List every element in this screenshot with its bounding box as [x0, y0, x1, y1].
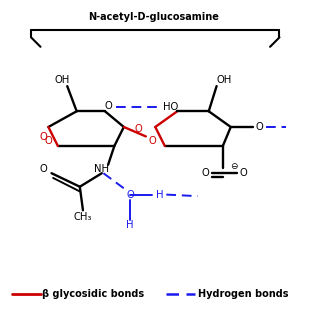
- Text: O: O: [126, 189, 134, 200]
- Text: O: O: [40, 132, 48, 142]
- Text: O: O: [255, 122, 263, 132]
- Text: O: O: [40, 164, 48, 174]
- Text: Hydrogen bonds: Hydrogen bonds: [198, 289, 288, 299]
- Text: OH: OH: [217, 75, 232, 85]
- Text: O: O: [202, 168, 210, 178]
- Text: O: O: [134, 124, 142, 134]
- Text: O: O: [148, 135, 156, 146]
- Text: H: H: [126, 220, 134, 230]
- Text: O: O: [44, 135, 52, 146]
- Text: HO: HO: [164, 102, 179, 112]
- Text: O: O: [239, 168, 247, 178]
- Text: β glycosidic bonds: β glycosidic bonds: [42, 289, 144, 299]
- Text: N-acetyl-D-glucosamine: N-acetyl-D-glucosamine: [88, 12, 219, 22]
- Text: ⊖: ⊖: [230, 163, 238, 172]
- Text: NH: NH: [94, 164, 109, 174]
- Text: CH₃: CH₃: [74, 212, 92, 222]
- Text: H: H: [156, 189, 164, 200]
- Text: OH: OH: [55, 75, 70, 85]
- Text: O: O: [104, 101, 112, 111]
